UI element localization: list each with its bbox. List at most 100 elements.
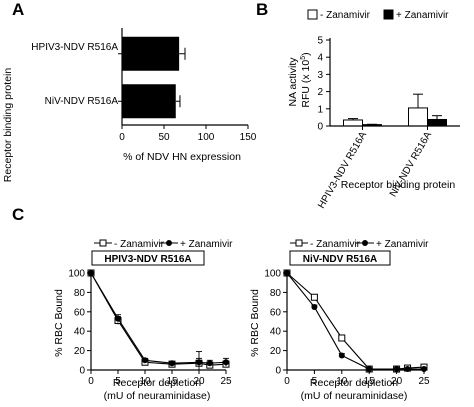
ytick-label: 40	[270, 327, 282, 338]
point-filled-circle	[311, 303, 318, 310]
panel-c-left-title-box	[91, 250, 205, 266]
panel-c-left-title: HPIV3-NDV R516A	[104, 254, 191, 265]
panel-a-bar	[122, 36, 180, 71]
xtick-label: 0	[284, 376, 290, 387]
xtick-label: 25	[220, 376, 232, 387]
panel-b-category-label: HPIV3-NDV R516A	[316, 130, 369, 211]
xtick-label: 10	[336, 376, 348, 387]
legend-marker-open-square	[99, 239, 107, 247]
panel-a-xtick-label: 100	[198, 132, 215, 143]
ytick-label: 60	[74, 307, 86, 318]
panel-label-a: A	[12, 0, 24, 19]
xtick-label: 5	[312, 376, 318, 387]
point-filled-circle	[393, 366, 400, 373]
point-filled-circle	[366, 366, 373, 373]
panel-b-ytick-label: 5	[317, 36, 323, 47]
xtick-label: 0	[88, 376, 94, 387]
panel-b-ylabel-line1: NA activity	[287, 57, 299, 107]
point-open-square	[338, 334, 346, 342]
panel-a-bar	[122, 84, 176, 119]
ytick-label: 100	[264, 269, 281, 280]
xtick-label: 15	[166, 376, 178, 387]
legend-marker-open-square	[295, 239, 303, 247]
panel-b-ytick-label: 4	[317, 53, 323, 64]
xtick-label: 20	[193, 376, 205, 387]
panel-b-bar	[408, 107, 428, 127]
panel-c-left-ylabel: % RBC Bound	[53, 289, 65, 357]
panel-a-xtick-label: 50	[158, 132, 170, 143]
panel-c-left-xlabel2: (mU of neuraminidase)	[104, 390, 211, 402]
panel-a-category-label: HPIV3-NDV R516A	[31, 42, 118, 53]
panel-c-right-xlabel2: (mU of neuraminidase)	[301, 390, 408, 402]
series-line	[90, 272, 227, 364]
legend-marker-filled-circle	[166, 240, 172, 246]
point-filled-circle	[404, 366, 411, 373]
panel-b-ylabel-close: )	[300, 52, 312, 56]
legend-label: + Zanamivir	[180, 239, 233, 250]
legend-label: - Zanamivir	[114, 239, 165, 250]
point-filled-circle	[169, 360, 175, 367]
point-filled-circle	[206, 360, 213, 367]
point-open-square	[310, 293, 318, 301]
series-line	[90, 272, 227, 366]
panel-c-right-chart: - Zanamivir + Zanamivir NiV-NDV R516A % …	[249, 239, 430, 402]
panel-a-xlabel: % of NDV HN expression	[123, 151, 241, 163]
panel-c-right-title: NiV-NDV R516A	[303, 254, 377, 265]
panel-b-ytick-label: 0	[317, 122, 323, 133]
panel-b-chart: - Zanamivir + Zanamivir NA activity RFU …	[287, 9, 460, 211]
point-filled-circle	[421, 366, 427, 373]
point-filled-circle	[115, 315, 121, 322]
point-filled-circle	[88, 270, 94, 276]
series-line	[286, 272, 424, 370]
ytick-label: 80	[74, 288, 86, 299]
panel-b-ylabel-main: RFU (x 10	[300, 60, 312, 108]
point-filled-circle	[142, 357, 148, 364]
point-filled-circle	[338, 352, 345, 359]
panel-c-right-title-box	[289, 250, 391, 266]
legend-marker-filled-circle	[362, 240, 368, 246]
ytick-label: 80	[270, 288, 282, 299]
panel-b-ytick-label: 1	[317, 104, 323, 115]
ytick-label: 20	[270, 346, 282, 357]
xtick-label: 10	[139, 376, 151, 387]
panel-a-category-label: NiV-NDV R516A	[45, 96, 119, 107]
ytick-label: 60	[270, 307, 282, 318]
panel-c-left-legend: - Zanamivir + Zanamivir	[94, 239, 233, 250]
series-line	[286, 272, 425, 370]
legend-label: + Zanamivir	[396, 10, 449, 21]
panel-b-bar	[343, 119, 363, 127]
panel-c-right-ylabel: % RBC Bound	[249, 289, 261, 357]
panel-b-ylabel-line2: RFU (x 105)	[300, 52, 312, 107]
panel-b-xlabel: Receptor binding protein	[341, 179, 456, 191]
legend-swatch-plus-zanamivir	[383, 9, 394, 20]
panel-label-b: B	[256, 0, 268, 19]
panel-b-ytick-label: 2	[317, 87, 323, 98]
ytick-label: 0	[275, 366, 281, 377]
legend-label: + Zanamivir	[376, 239, 429, 250]
xtick-label: 5	[115, 376, 121, 387]
panel-c-right-legend: - Zanamivir + Zanamivir	[290, 239, 429, 250]
panel-a-xtick-label: 0	[119, 132, 125, 143]
panel-b-ytick-label: 3	[317, 70, 323, 81]
xtick-label: 15	[364, 376, 376, 387]
panel-c-left-xlabel: Receptor depletion	[113, 377, 201, 389]
panel-b-bar	[427, 118, 447, 127]
panel-a-ylabel: Receptor binding protein	[2, 68, 14, 183]
legend-label: - Zanamivir	[320, 10, 371, 21]
xtick-label: 20	[391, 376, 403, 387]
legend-label: - Zanamivir	[310, 239, 361, 250]
panel-b-ylabel-sup: 5	[300, 56, 307, 60]
panel-a-chart: Receptor binding protein HPIV3-NDV R516A…	[2, 28, 257, 182]
ytick-label: 100	[68, 269, 85, 280]
xtick-label: 25	[418, 376, 430, 387]
panel-c-right-xlabel: Receptor depletion	[310, 377, 398, 389]
point-filled-circle	[284, 270, 290, 276]
legend-swatch-minus-zanamivir	[307, 9, 318, 20]
panel-a-xtick-label: 150	[240, 132, 257, 143]
ytick-label: 0	[79, 366, 85, 377]
ytick-label: 20	[74, 346, 86, 357]
point-filled-circle	[196, 359, 202, 366]
panel-c-left-chart: - Zanamivir + Zanamivir HPIV3-NDV R516A …	[53, 239, 233, 402]
panel-label-c: C	[12, 205, 24, 224]
